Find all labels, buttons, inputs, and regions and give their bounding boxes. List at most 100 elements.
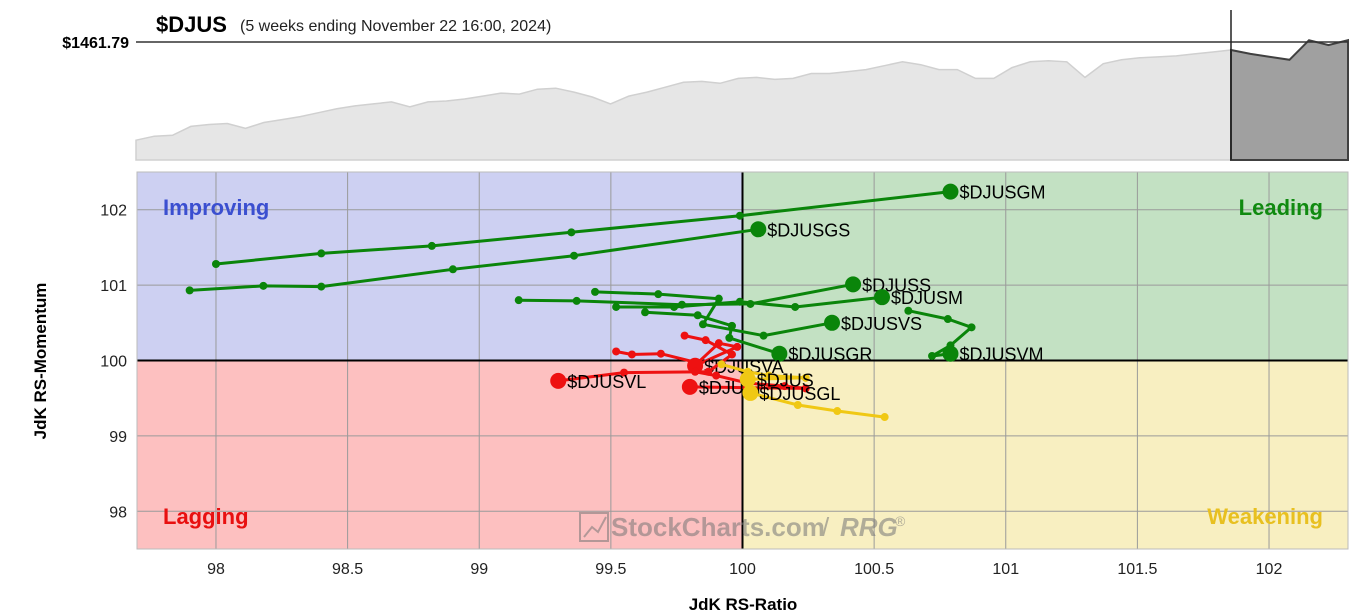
quadrant-improving [137, 172, 743, 361]
tail-point [717, 360, 726, 369]
rrg-border [136, 171, 1349, 550]
tail-head-point[interactable] [845, 276, 862, 293]
y-tick-label: 99 [109, 429, 127, 446]
tail-point [759, 331, 768, 340]
tail-point [572, 296, 581, 305]
tail-head-point[interactable] [874, 289, 891, 306]
tail-djusgl: $DJUSGL [742, 384, 889, 422]
tail-djusgr: $DJUSGR [641, 308, 872, 365]
y-tick-label: 98 [109, 504, 127, 521]
price-panel [135, 10, 1349, 161]
tail-point [801, 384, 810, 393]
tail-point [727, 321, 736, 330]
x-tick-label: 101.5 [1117, 561, 1157, 578]
x-tick-label: 100 [729, 561, 756, 578]
tail-head-point[interactable] [550, 372, 567, 389]
watermark-brand: StockCharts.com [611, 512, 825, 542]
tail-label: $DJUSGR [788, 345, 872, 365]
tail-point [567, 228, 576, 237]
quadrant-label-leading: Leading [1239, 195, 1323, 220]
tail-point [612, 302, 621, 311]
tail-point [570, 251, 579, 260]
tail-point [693, 311, 702, 320]
tail-line [189, 227, 759, 292]
tail-point [680, 331, 689, 340]
tail-djus: $DJUS [717, 360, 814, 390]
x-tick-label: 99 [470, 561, 488, 578]
tail-point [691, 367, 700, 376]
tail-djusvs: $DJUSVS [591, 287, 922, 340]
tail-point [791, 302, 800, 311]
tail-djusm: $DJUSM [612, 288, 963, 311]
rrg-panel: Improving Leading Lagging Weakening Stoc… [136, 171, 1349, 550]
tail-point [780, 382, 789, 391]
tail-point [654, 290, 663, 299]
tail-point [701, 336, 710, 345]
watermark-separator: / [822, 512, 830, 542]
x-axis-label: JdK RS-Ratio [689, 595, 798, 614]
rrg-tails: $DJUSGM$DJUSGS$DJUSS$DJUSM$DJUSVS$DJUSVM… [185, 183, 1045, 422]
tail-point [427, 241, 436, 250]
tail-point [211, 259, 220, 268]
tail-head-point[interactable] [824, 314, 841, 331]
tail-head-point[interactable] [681, 378, 698, 395]
tail-point [735, 211, 744, 220]
tail-label: $DJUSGM [959, 183, 1045, 203]
tail-point [801, 373, 810, 382]
price-label: $1461.79 [62, 35, 129, 52]
axis-ticks: 98 98.5 99 99.5 100 100.5 101 101.5 102 98 99 100 10… [100, 203, 1282, 578]
tail-label: $DJUS [757, 370, 814, 390]
tail-point [764, 371, 773, 380]
tail-point [259, 281, 268, 290]
tail-point [714, 294, 723, 303]
tail-point [725, 333, 734, 342]
tail-point [620, 368, 629, 377]
tail-point [793, 400, 802, 409]
x-tick-label: 98 [207, 561, 225, 578]
tail-line [750, 391, 885, 419]
tail-head-point[interactable] [942, 183, 959, 200]
tail-djusvl: $DJUSVL [550, 331, 736, 392]
tail-point [967, 323, 976, 332]
chart-symbol: $DJUS [156, 12, 227, 37]
quadrant-lagging [137, 360, 743, 549]
tail-head-point[interactable] [742, 384, 759, 401]
watermark: StockCharts.com / RRG ® [579, 512, 906, 542]
tail-point [904, 306, 913, 315]
tail-label: $DJUSVM [959, 345, 1043, 365]
tail-point [699, 320, 708, 329]
tail-point [727, 350, 736, 359]
tail-point [317, 282, 326, 291]
tail-point [670, 302, 679, 311]
tail-line [595, 290, 833, 338]
center-axes [137, 172, 1348, 549]
tail-label: $DJUSM [891, 288, 963, 308]
tail-point [448, 265, 457, 274]
price-highlight-area [1230, 38, 1349, 161]
tail-point [733, 342, 742, 351]
tail-point [591, 287, 600, 296]
tail-point [735, 297, 744, 306]
tail-label: $DJUSVL [567, 372, 646, 392]
tail-head-point[interactable] [750, 221, 767, 238]
x-tick-label: 102 [1256, 561, 1283, 578]
x-tick-label: 100.5 [854, 561, 894, 578]
x-tick-label: 101 [992, 561, 1019, 578]
watermark-product: RRG [840, 512, 898, 542]
tail-djusgs: $DJUSGS [185, 220, 850, 295]
tail-point [943, 315, 952, 324]
quadrant-weakening [742, 360, 1348, 549]
tail-point [880, 413, 889, 422]
x-tick-label: 98.5 [332, 561, 363, 578]
y-tick-label: 101 [100, 278, 127, 295]
tail-head-point[interactable] [942, 345, 959, 362]
tail-point [656, 349, 665, 358]
tail-head-point[interactable] [739, 371, 756, 388]
tail-label: $DJUSGL [759, 384, 840, 404]
tail-head-point[interactable] [771, 345, 788, 362]
tail-point [712, 371, 721, 380]
tail-point [641, 308, 650, 317]
y-tick-label: 102 [100, 203, 127, 220]
tail-head-point[interactable] [687, 357, 704, 374]
quadrant-label-improving: Improving [163, 195, 269, 220]
